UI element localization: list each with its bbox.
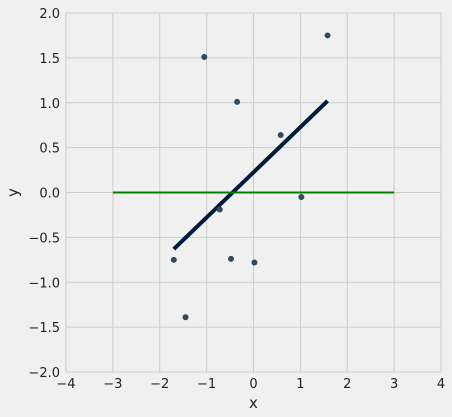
data-point <box>277 132 284 139</box>
data-point <box>170 256 177 263</box>
x-tick-label: 2 <box>343 377 351 392</box>
x-tick-label: 4 <box>437 377 445 392</box>
data-point <box>182 314 189 321</box>
y-axis-label: y <box>4 188 22 197</box>
y-tick-label: 0.5 <box>39 142 60 157</box>
y-tick-labels: −2.0 −1.5 −1.0 −0.5 0.0 0.5 1.0 1.5 2.0 <box>28 7 60 381</box>
y-tick-label: −1.0 <box>28 276 60 291</box>
x-tick-label: −3 <box>103 377 122 392</box>
x-tick-label: 3 <box>390 377 398 392</box>
data-point <box>216 206 223 213</box>
x-tick-label: 1 <box>296 377 304 392</box>
x-tick-labels: −4 −3 −2 −1 0 1 2 3 4 <box>56 377 445 392</box>
data-point <box>201 53 208 60</box>
line-layer <box>112 99 395 251</box>
x-tick-label: −4 <box>56 377 75 392</box>
x-tick-label: 0 <box>249 377 257 392</box>
point-layer <box>170 32 331 321</box>
data-point <box>324 32 331 39</box>
y-tick-label: −1.5 <box>28 321 60 336</box>
y-tick-label: −0.5 <box>28 231 60 246</box>
data-point <box>298 193 305 200</box>
y-tick-label: 1.5 <box>39 52 60 67</box>
data-point <box>251 259 258 266</box>
data-point <box>228 255 234 262</box>
x-axis-label: x <box>249 394 258 412</box>
y-tick-label: −2.0 <box>28 366 60 381</box>
regression-line <box>172 99 329 251</box>
y-tick-label: 0.0 <box>39 187 60 202</box>
x-tick-label: −1 <box>197 377 216 392</box>
x-tick-label: −2 <box>150 377 169 392</box>
y-tick-label: 2.0 <box>39 7 60 22</box>
y-tick-label: 1.0 <box>39 97 60 112</box>
data-point <box>234 98 241 105</box>
